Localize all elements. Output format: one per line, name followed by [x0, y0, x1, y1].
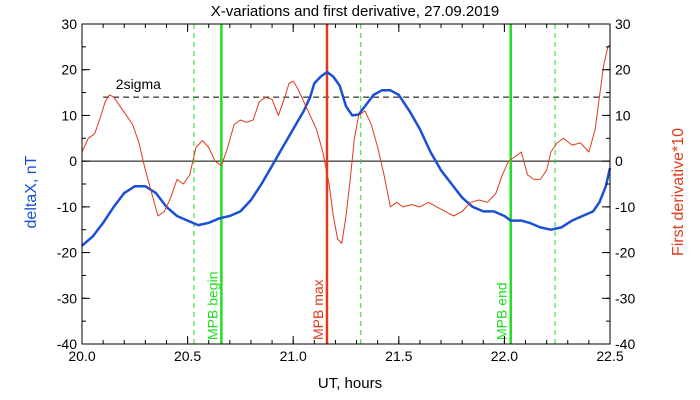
plot-frame [81, 23, 611, 345]
y-tick-label-left: 30 [61, 16, 77, 32]
series-line-1 [81, 44, 611, 244]
y-tick-label-left: -40 [57, 336, 77, 352]
x-axis-title: UT, hours [318, 375, 382, 392]
y-tick-label-left: -10 [57, 199, 77, 215]
y-tick-label-right: 30 [615, 16, 631, 32]
y-axis-title-right: First derivative*10 [670, 128, 687, 256]
x-tick-label: 22.0 [491, 348, 518, 364]
y-tick-label-right: -30 [615, 290, 635, 306]
x-tick-label: 22.5 [596, 348, 623, 364]
series-line-0 [81, 70, 612, 247]
y-tick-label-left: -20 [57, 245, 77, 261]
y-tick-label-right: 20 [615, 62, 631, 78]
y-tick-label-right: 10 [615, 107, 631, 123]
x-tick-label: 21.5 [385, 348, 412, 364]
x-tick-label: 20.0 [68, 348, 95, 364]
y-tick-label-left: 10 [61, 107, 77, 123]
y-tick-label-right: -40 [615, 336, 635, 352]
y-axis-title-left: deltaX, nT [23, 155, 40, 228]
sigma-label: 2sigma [116, 76, 161, 92]
marker-label-2: MPB max [310, 279, 326, 340]
y-tick-label-left: 0 [69, 153, 77, 169]
marker-label-1: MPB begin [204, 272, 220, 340]
y-tick-label-right: -10 [615, 199, 635, 215]
chart-title: X-variations and first derivative, 27.09… [211, 3, 500, 20]
y-tick-label-right: 0 [615, 153, 623, 169]
x-tick-label: 21.0 [280, 348, 307, 364]
x-tick-label: 20.5 [174, 348, 201, 364]
y-tick-label-right: -20 [615, 245, 635, 261]
marker-label-4: MPB end [494, 282, 510, 340]
y-tick-label-left: 20 [61, 62, 77, 78]
y-tick-label-left: -30 [57, 290, 77, 306]
